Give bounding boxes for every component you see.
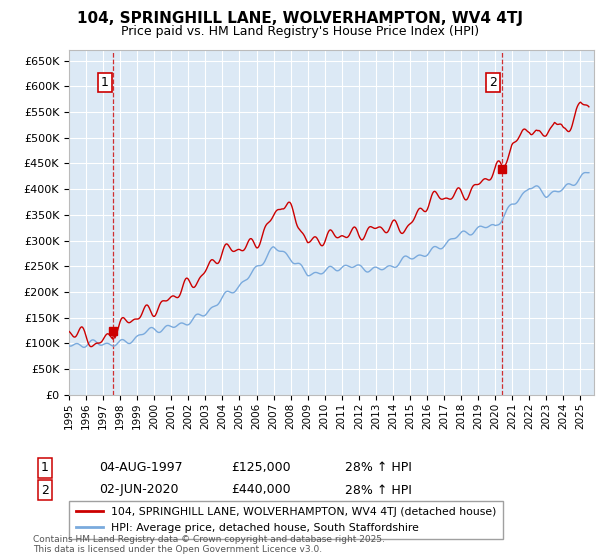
Text: Contains HM Land Registry data © Crown copyright and database right 2025.
This d: Contains HM Land Registry data © Crown c… <box>33 535 385 554</box>
Text: 1: 1 <box>41 461 49 474</box>
Text: 02-JUN-2020: 02-JUN-2020 <box>99 483 179 497</box>
Legend: 104, SPRINGHILL LANE, WOLVERHAMPTON, WV4 4TJ (detached house), HPI: Average pric: 104, SPRINGHILL LANE, WOLVERHAMPTON, WV4… <box>69 501 503 539</box>
Text: £125,000: £125,000 <box>231 461 290 474</box>
Text: 04-AUG-1997: 04-AUG-1997 <box>99 461 182 474</box>
Text: 28% ↑ HPI: 28% ↑ HPI <box>345 483 412 497</box>
Text: 104, SPRINGHILL LANE, WOLVERHAMPTON, WV4 4TJ: 104, SPRINGHILL LANE, WOLVERHAMPTON, WV4… <box>77 11 523 26</box>
Text: 28% ↑ HPI: 28% ↑ HPI <box>345 461 412 474</box>
Text: 2: 2 <box>490 76 497 89</box>
Text: £440,000: £440,000 <box>231 483 290 497</box>
Text: Price paid vs. HM Land Registry's House Price Index (HPI): Price paid vs. HM Land Registry's House … <box>121 25 479 38</box>
Text: 2: 2 <box>41 483 49 497</box>
Text: 1: 1 <box>101 76 109 89</box>
